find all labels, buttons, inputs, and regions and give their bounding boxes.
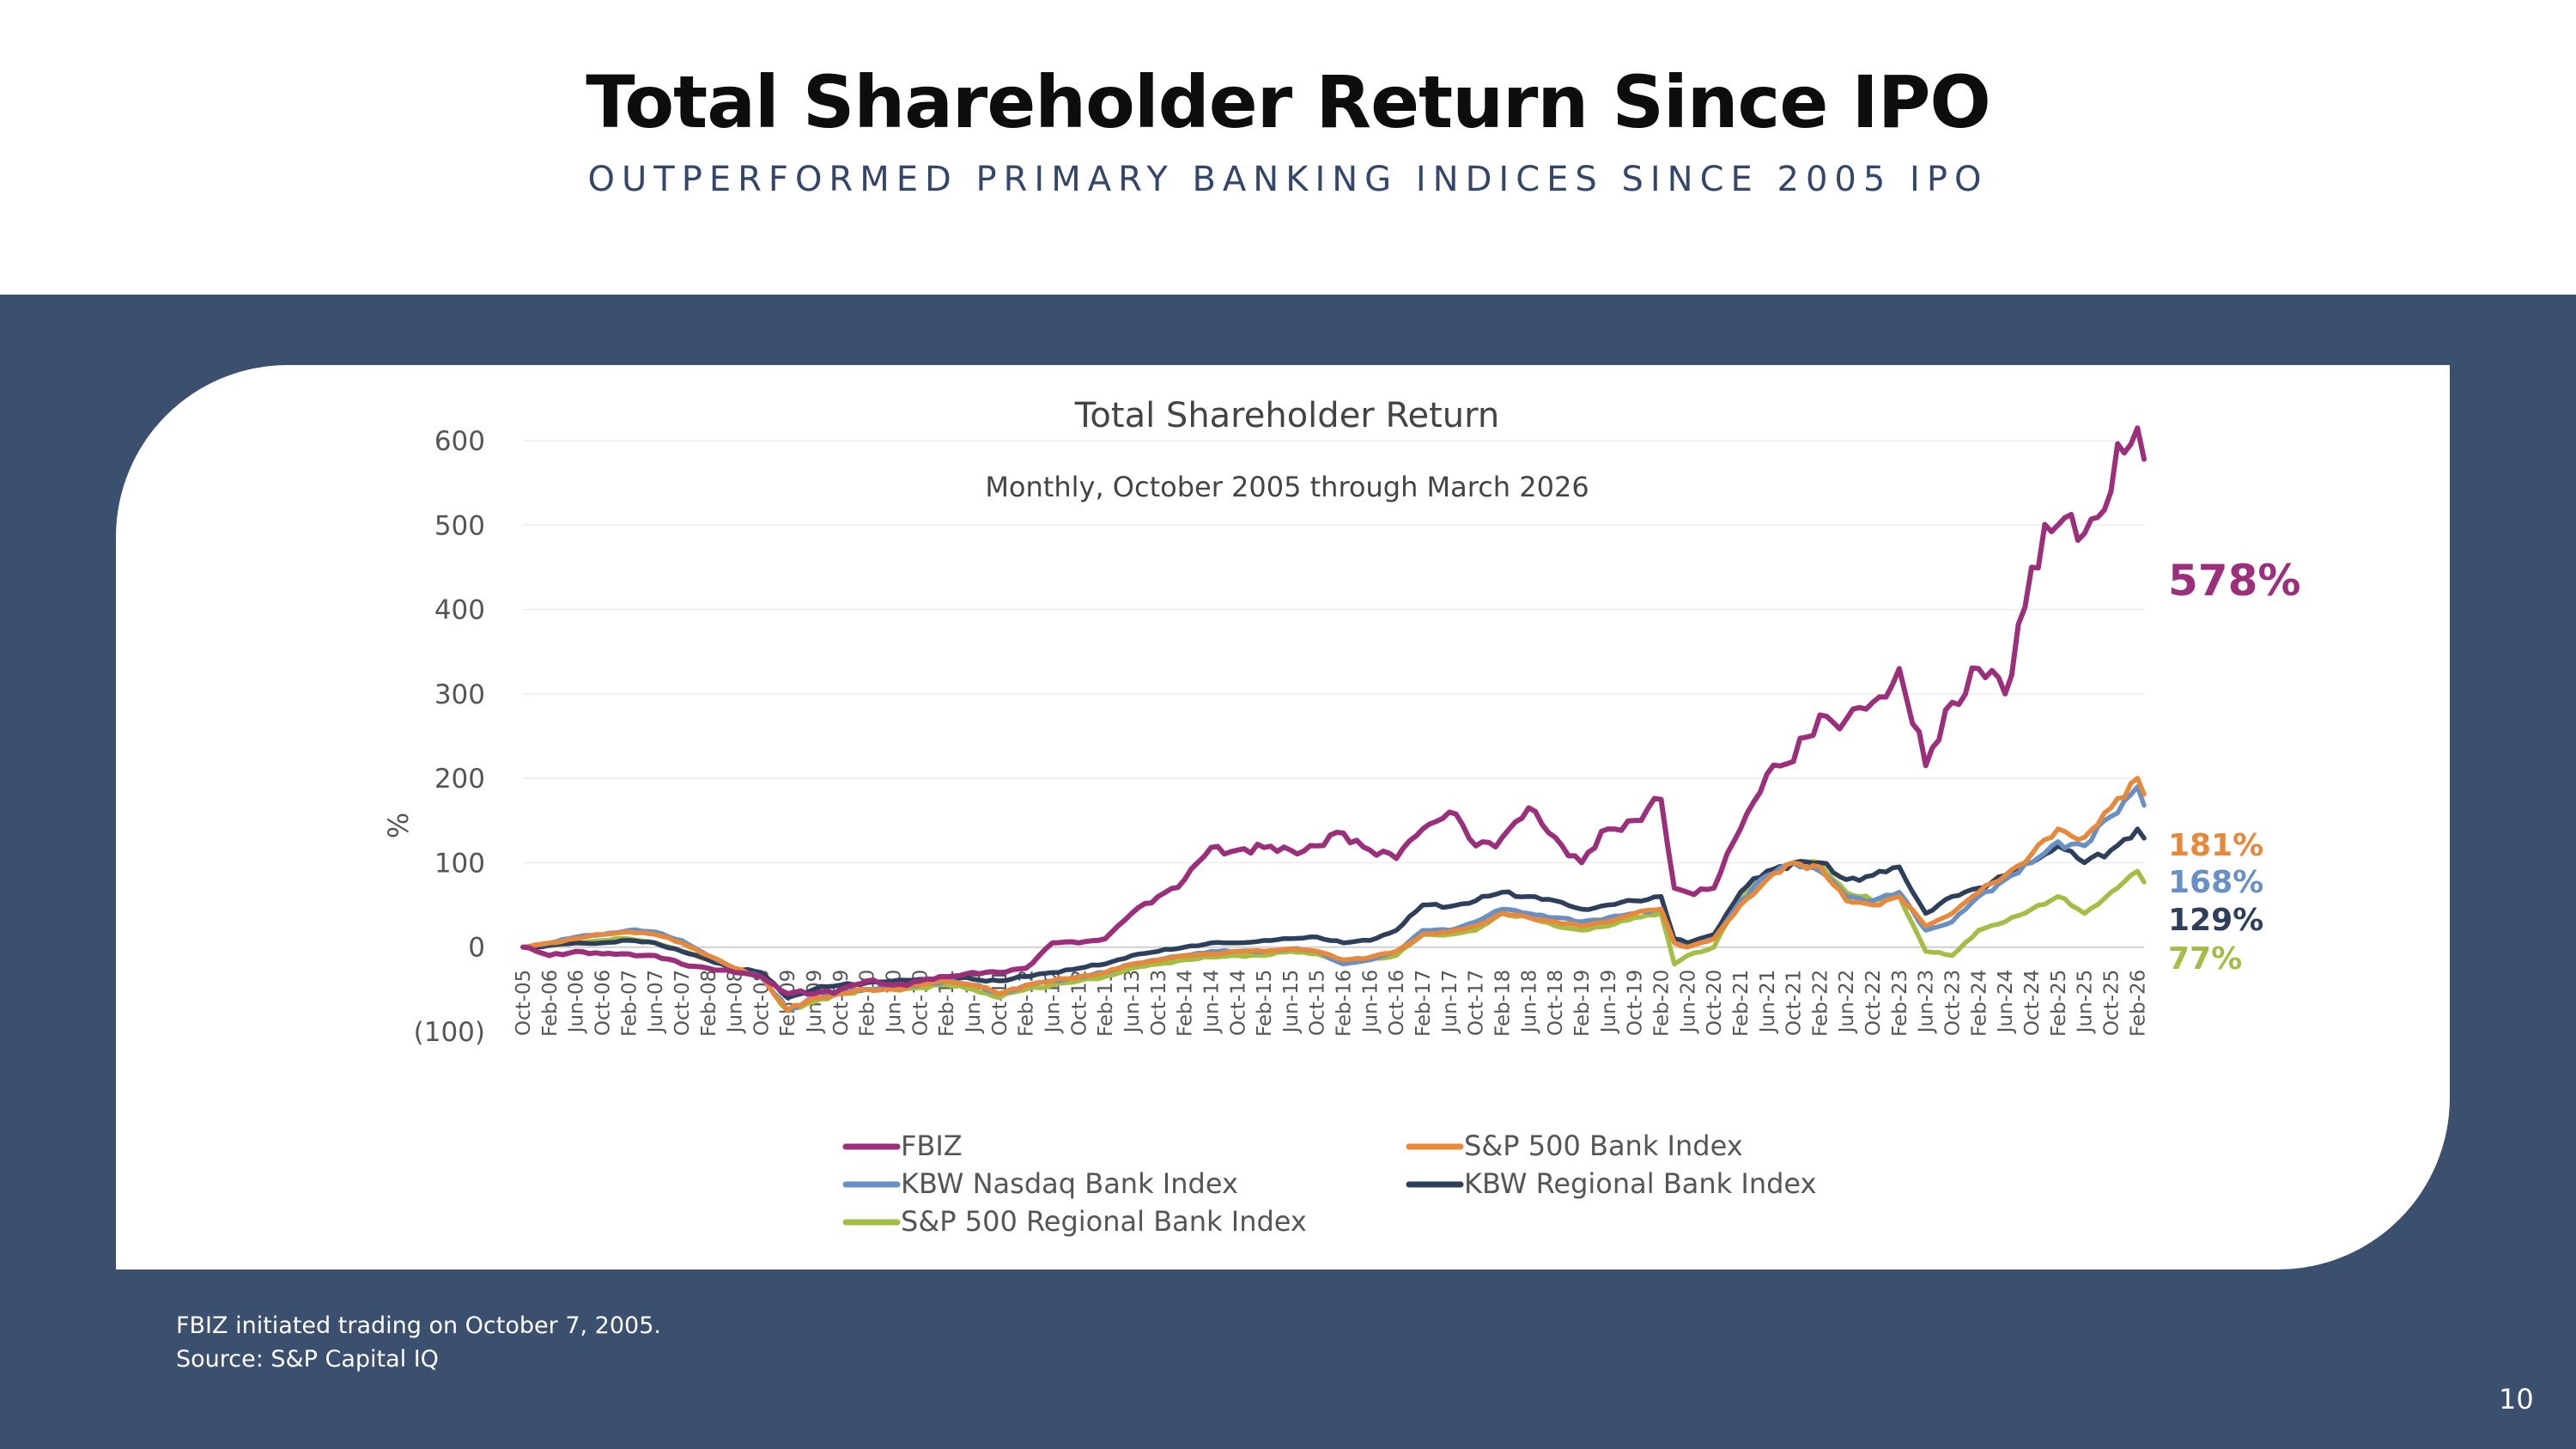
- x-tick-label: Jun-08: [725, 970, 747, 1035]
- x-tick-label: Jun-20: [1677, 970, 1699, 1035]
- y-tick-label: 0: [468, 933, 485, 964]
- x-tick-label: Oct-18: [1545, 970, 1567, 1036]
- x-tick-label: Oct-16: [1386, 970, 1408, 1036]
- x-tick-label: Jun-25: [2075, 970, 2097, 1035]
- x-tick-label: Jun-17: [1439, 970, 1461, 1035]
- end-label: 181%: [2168, 828, 2263, 863]
- x-tick-label: Feb-12: [1016, 970, 1038, 1037]
- end-label: 168%: [2168, 865, 2263, 900]
- series-line-4: [520, 826, 2147, 1001]
- y-axis-ticks: (100) 0 100 200 300 400 500 600: [414, 426, 485, 1048]
- page-title: Total Shareholder Return Since IPO: [586, 60, 1991, 144]
- chart-subtitle: Monthly, October 2005 through March 2026: [985, 471, 1589, 503]
- y-axis-label: %: [382, 813, 415, 838]
- y-tick-label: 300: [434, 679, 485, 710]
- x-tick-label: Jun-15: [1280, 970, 1303, 1035]
- legend-label: KBW Regional Bank Index: [1464, 1167, 1816, 1200]
- x-tick-label: Feb-14: [1175, 970, 1197, 1037]
- x-tick-label: Feb-16: [1334, 970, 1356, 1037]
- chart-card: Total Shareholder Return Monthly, Octobe…: [116, 365, 2450, 1269]
- chart-title: Total Shareholder Return: [1074, 396, 1499, 435]
- legend: FBIZ S&P 500 Bank Index KBW Nasdaq Bank In…: [842, 1129, 1816, 1238]
- x-axis-ticks: Oct-05 Feb-06 Jun-06 Oct-06 Feb-07 Jun-07 Oct-…: [513, 970, 2149, 1037]
- x-tick-label: Feb-24: [1968, 970, 1990, 1037]
- end-label: 578%: [2168, 556, 2300, 606]
- x-tick-label: Feb-06: [539, 970, 562, 1037]
- x-tick-label: Oct-19: [1625, 970, 1647, 1036]
- y-tick-label: 200: [434, 764, 485, 795]
- x-tick-label: Jun-22: [1836, 970, 1858, 1035]
- x-tick-label: Jun-19: [1598, 970, 1620, 1035]
- x-tick-label: Jun-23: [1916, 970, 1938, 1035]
- footnote: FBIZ initiated trading on October 7, 200…: [176, 1309, 661, 1376]
- footnote-ipo: FBIZ initiated trading on October 7, 200…: [176, 1312, 661, 1339]
- x-tick-label: Jun-16: [1359, 970, 1382, 1035]
- legend-label: KBW Nasdaq Bank Index: [901, 1167, 1238, 1200]
- x-tick-label: Oct-21: [1783, 970, 1806, 1036]
- x-tick-label: Feb-25: [2048, 970, 2070, 1037]
- x-tick-label: Jun-24: [1995, 970, 2017, 1035]
- series-lines: [520, 425, 2147, 1014]
- x-tick-label: Feb-07: [618, 970, 641, 1037]
- x-tick-label: Oct-05: [513, 970, 535, 1036]
- y-tick-label: 100: [434, 848, 485, 879]
- end-label: 77%: [2168, 941, 2242, 977]
- end-labels: 578% 181%168%129%77%: [2168, 556, 2300, 977]
- tsr-line-chart: Total Shareholder Return Monthly, Octobe…: [382, 396, 2300, 1238]
- y-tick-label: 500: [434, 510, 485, 541]
- x-tick-label: Feb-20: [1650, 970, 1673, 1037]
- page-number: 10: [2499, 1383, 2534, 1416]
- x-tick-label: Feb-21: [1730, 970, 1753, 1037]
- x-tick-label: Feb-17: [1413, 970, 1435, 1037]
- legend-label: FBIZ: [901, 1129, 963, 1162]
- x-tick-label: Feb-26: [2127, 970, 2149, 1037]
- y-tick-label: 600: [434, 426, 485, 457]
- x-tick-label: Oct-15: [1307, 970, 1329, 1036]
- x-tick-label: Oct-23: [1942, 970, 1965, 1036]
- x-tick-label: Jun-13: [1121, 970, 1144, 1035]
- footnote-source: Source: S&P Capital IQ: [176, 1346, 439, 1373]
- y-tick-label: 400: [434, 595, 485, 626]
- grid-lines: [523, 440, 2144, 948]
- x-tick-label: Oct-14: [1227, 970, 1249, 1036]
- x-tick-label: Jun-14: [1200, 970, 1223, 1035]
- x-tick-label: Feb-22: [1809, 970, 1832, 1037]
- x-tick-label: Feb-15: [1254, 970, 1276, 1037]
- y-tick-label: (100): [414, 1017, 485, 1048]
- x-tick-label: Feb-23: [1889, 970, 1911, 1037]
- x-tick-label: Jun-07: [645, 970, 667, 1035]
- x-tick-label: Oct-07: [671, 970, 694, 1036]
- x-tick-label: Oct-17: [1466, 970, 1488, 1036]
- x-tick-label: Feb-08: [698, 970, 720, 1037]
- series-line-2: [520, 776, 2147, 1014]
- legend-label: S&P 500 Regional Bank Index: [901, 1205, 1307, 1238]
- x-tick-label: Oct-20: [1704, 970, 1726, 1036]
- slide-header: Total Shareholder Return Since IPO OUTPE…: [0, 0, 2576, 295]
- x-tick-label: Oct-06: [592, 970, 614, 1036]
- x-tick-label: Oct-25: [2100, 970, 2123, 1036]
- x-tick-label: Jun-21: [1757, 970, 1779, 1035]
- x-tick-label: Oct-09: [830, 970, 853, 1036]
- x-tick-label: Jun-18: [1518, 970, 1540, 1035]
- end-label: 129%: [2168, 903, 2263, 938]
- page-subtitle: OUTPERFORMED PRIMARY BANKING INDICES SIN…: [587, 160, 1989, 199]
- x-tick-label: Jun-06: [566, 970, 588, 1035]
- x-tick-label: Feb-18: [1492, 970, 1515, 1037]
- legend-label: S&P 500 Bank Index: [1464, 1129, 1743, 1162]
- x-tick-label: Feb-19: [1571, 970, 1594, 1037]
- x-tick-label: Oct-13: [1148, 970, 1170, 1036]
- x-tick-label: Oct-22: [1862, 970, 1885, 1036]
- x-tick-label: Oct-24: [2021, 970, 2044, 1036]
- series-line-1: [520, 425, 2147, 997]
